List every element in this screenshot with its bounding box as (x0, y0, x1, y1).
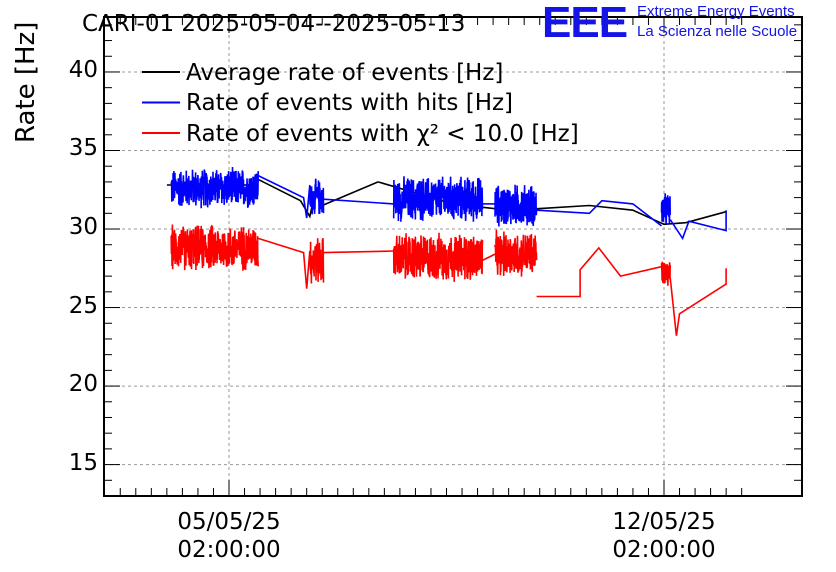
chi2-rate-line (536, 246, 662, 298)
x-tick-label: 05/05/25 02:00:00 (159, 508, 299, 564)
y-tick-label: 30 (68, 214, 98, 241)
logo-line-1: Extreme Energy Events (637, 3, 795, 20)
hits-rate-noise (309, 178, 325, 215)
hits-rate-noise (392, 176, 484, 222)
series-group (166, 166, 727, 336)
chi2-rate-line (323, 250, 394, 254)
grid-lines (104, 17, 802, 496)
chi2-rate-noise (494, 229, 538, 277)
x-tick-time: 02:00:00 (612, 537, 716, 563)
eee-logo: EEE (542, 0, 628, 47)
chi2-rate-line (482, 253, 496, 262)
hits-rate-line (323, 198, 394, 205)
chi2-rate-noise (392, 232, 484, 282)
average-rate-line (321, 181, 379, 207)
x-tick-time: 02:00:00 (177, 537, 281, 563)
y-tick-label: 35 (68, 135, 98, 162)
y-tick-label: 25 (68, 292, 98, 319)
x-tick-date: 12/05/25 (612, 509, 716, 535)
chi2-rate-noise (309, 237, 325, 284)
chi2-rate-line (669, 268, 727, 336)
chi2-rate-noise (170, 224, 259, 271)
legend-label-average: Average rate of events [Hz] (186, 60, 504, 86)
average-rate-line (256, 178, 301, 202)
y-tick-label: 40 (68, 56, 98, 83)
legend-label-hits: Rate of events with hits [Hz] (186, 90, 514, 116)
hits-rate-line (536, 199, 662, 227)
hits-rate-line (257, 174, 311, 219)
legend-lines (142, 71, 180, 134)
plot-frame (103, 16, 803, 497)
x-tick-label: 12/05/25 02:00:00 (594, 508, 734, 564)
chart-title: CARI-01 2025-05-04--2025-05-13 (82, 11, 466, 37)
y-tick-label: 15 (68, 449, 98, 476)
y-axis-label: Rate [Hz] (11, 21, 41, 143)
axis-ticks (104, 17, 802, 497)
chi2-rate-noise (660, 261, 671, 286)
y-tick-label: 20 (68, 371, 98, 398)
logo-line-2: La Scienza nelle Scuole (637, 23, 798, 40)
hits-rate-noise (494, 184, 538, 227)
hits-rate-noise (660, 193, 671, 225)
x-tick-date: 05/05/25 (177, 509, 281, 535)
hits-rate-noise (170, 166, 259, 209)
hits-rate-line (669, 210, 727, 241)
chi2-rate-line (257, 237, 311, 289)
legend-label-chi2: Rate of events with χ² < 10.0 [Hz] (186, 121, 579, 147)
